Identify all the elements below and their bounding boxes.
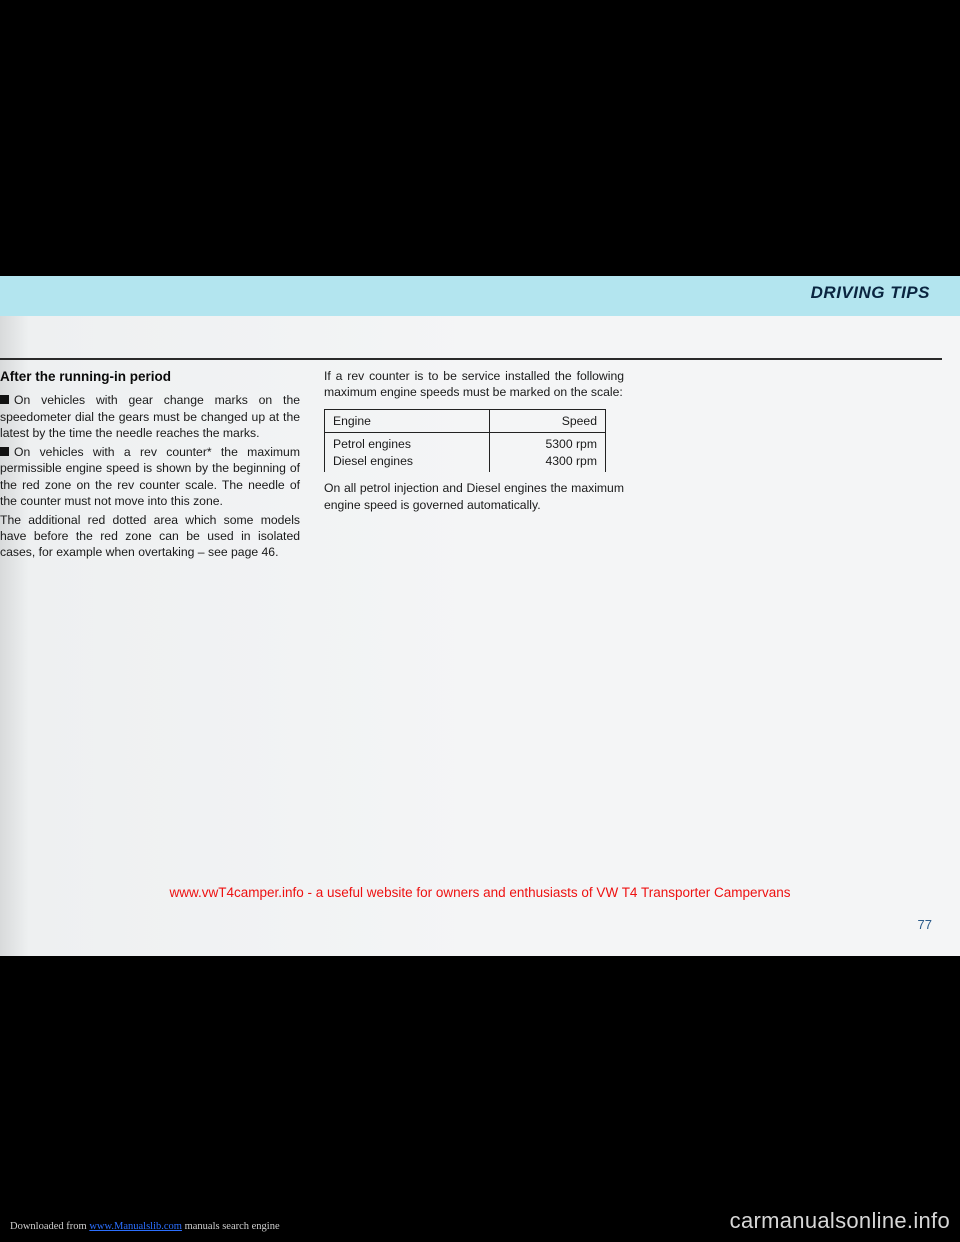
table-row: Petrol engines Diesel engines 5300 rpm 4… — [325, 433, 606, 472]
page-number: 77 — [918, 917, 932, 932]
source-website-note: www.vwT4camper.info - a useful website f… — [0, 885, 960, 900]
table-cell: 5300 rpm 4300 rpm — [489, 433, 605, 472]
watermark-text: carmanualsonline.info — [730, 1208, 950, 1234]
column-right: If a rev counter is to be service instal… — [324, 368, 624, 563]
cell-text: 5300 rpm — [498, 436, 597, 452]
square-bullet-icon — [0, 447, 9, 456]
section-heading: After the running-in period — [0, 368, 300, 386]
header-title: DRIVING TIPS — [811, 283, 930, 303]
download-suffix: manuals search engine — [182, 1221, 280, 1232]
table-cell: Petrol engines Diesel engines — [325, 433, 490, 472]
manual-page: DRIVING TIPS After the running-in period… — [0, 276, 960, 956]
download-prefix: Downloaded from — [10, 1221, 89, 1232]
table-header-cell: Engine — [325, 409, 490, 432]
table-header-cell: Speed — [489, 409, 605, 432]
paragraph: On vehicles with gear change marks on th… — [0, 392, 300, 441]
download-link[interactable]: www.Manualslib.com — [89, 1221, 182, 1232]
paragraph-text: If a rev counter is to be service instal… — [324, 368, 624, 401]
engine-speed-table: Engine Speed Petrol engines Diesel engin… — [324, 409, 606, 472]
header-band: DRIVING TIPS — [0, 276, 960, 316]
cell-text: Petrol engines — [333, 436, 481, 452]
column-left: After the running-in period On vehicles … — [0, 368, 300, 563]
cell-text: Diesel engines — [333, 453, 481, 469]
content-columns: After the running-in period On vehicles … — [0, 368, 940, 563]
paragraph: On vehicles with a rev counter* the maxi… — [0, 444, 300, 510]
paragraph-text: The additional red dotted area which som… — [0, 513, 300, 560]
square-bullet-icon — [0, 395, 9, 404]
download-footer: Downloaded from www.Manualslib.com manua… — [10, 1221, 280, 1232]
paragraph-text: On all petrol injection and Diesel engin… — [324, 480, 624, 513]
paragraph-text: On vehicles with a rev counter* the maxi… — [0, 445, 300, 508]
table-header-row: Engine Speed — [325, 409, 606, 432]
horizontal-rule — [0, 358, 942, 360]
paragraph-text: On vehicles with gear change marks on th… — [0, 393, 300, 440]
cell-text: 4300 rpm — [498, 453, 597, 469]
paragraph: The additional red dotted area which som… — [0, 512, 300, 561]
